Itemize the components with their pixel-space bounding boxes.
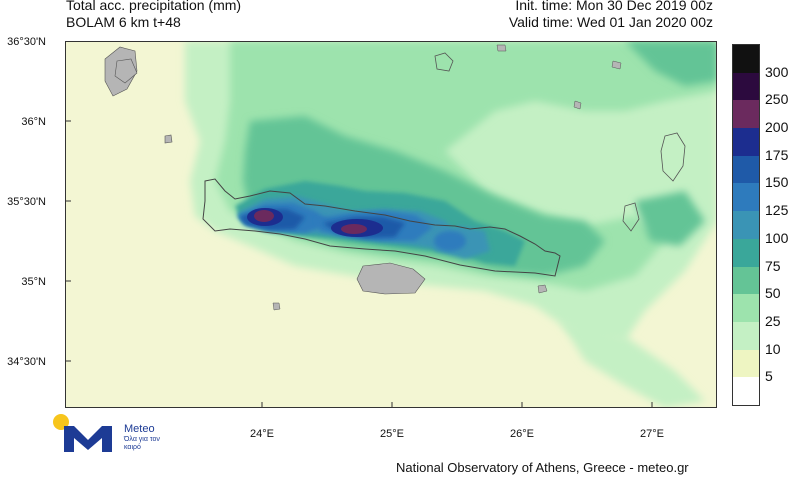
precip-max-west — [254, 210, 274, 222]
land-karpathos — [622, 202, 640, 232]
lon-label-25: 25°E — [380, 428, 404, 440]
land-crete — [202, 178, 561, 277]
land-crete-south — [356, 262, 426, 295]
colorbar-label: 175 — [765, 146, 789, 163]
colorbar-segment — [733, 211, 759, 240]
land-islet-5 — [573, 100, 582, 110]
land-islet-2 — [537, 284, 548, 294]
land-santorini — [434, 52, 454, 72]
colorbar-segment — [733, 183, 759, 212]
valid-time: Valid time: Wed 01 Jan 2020 00z — [508, 14, 713, 30]
colorbar-segment — [733, 100, 759, 129]
precipitation-map — [65, 41, 717, 408]
colorbar-segment — [733, 377, 759, 406]
land-rhodes — [660, 132, 686, 182]
colorbar-label: 150 — [765, 174, 789, 191]
land-kythira — [114, 58, 138, 84]
colorbar — [732, 44, 760, 406]
map-title: Total acc. precipitation (mm) — [66, 0, 242, 13]
lat-label-3500: 35°N — [21, 276, 46, 288]
colorbar-label: 125 — [765, 202, 789, 219]
colorbar-label: 10 — [765, 340, 781, 357]
logo-name: Meteo — [124, 423, 155, 435]
colorbar-segment — [733, 72, 759, 101]
colorbar-label: 25 — [765, 312, 781, 329]
lat-label-3430: 34°30'N — [7, 356, 46, 368]
colorbar-segment — [733, 294, 759, 323]
precip-band-125-c — [434, 231, 466, 251]
precip-max-central — [341, 224, 367, 234]
map-ticks — [65, 41, 653, 408]
land-islet-3 — [496, 44, 507, 52]
model-subtitle: BOLAM 6 km t+48 — [66, 14, 181, 30]
credit-text: National Observatory of Athens, Greece -… — [396, 460, 689, 475]
precip-band-50-ne — [625, 41, 717, 86]
init-time: Init. time: Mon 30 Dec 2019 00z — [515, 0, 713, 13]
map-frame — [65, 41, 717, 408]
land-islet-4 — [611, 60, 622, 70]
colorbar-segment — [733, 155, 759, 184]
colorbar-segment — [733, 266, 759, 295]
colorbar-segment — [733, 238, 759, 268]
lat-label-3530: 35°30'N — [7, 196, 46, 208]
meteo-logo — [53, 414, 112, 452]
precip-band-10-lobe — [560, 321, 705, 408]
lon-label-24: 24°E — [250, 428, 274, 440]
colorbar-segment — [733, 45, 759, 74]
colorbar-label: 100 — [765, 229, 789, 246]
land-antikythira — [164, 134, 173, 144]
colorbar-label: 5 — [765, 368, 773, 385]
precip-band-50-e — [635, 191, 705, 246]
lon-label-26: 26°E — [510, 428, 534, 440]
colorbar-label: 250 — [765, 91, 789, 108]
colorbar-segment — [733, 349, 759, 378]
land-islet-1 — [272, 302, 281, 311]
colorbar-label: 300 — [765, 63, 789, 80]
lon-label-27: 27°E — [640, 428, 664, 440]
lat-label-3600: 36°N — [21, 116, 46, 128]
logo-tagline: Όλα για τον καιρό — [124, 436, 160, 451]
colorbar-label: 200 — [765, 119, 789, 136]
colorbar-segment — [733, 128, 759, 157]
lat-label-3630: 36°30'N — [7, 36, 46, 48]
colorbar-label: 50 — [765, 285, 781, 302]
colorbar-label: 75 — [765, 257, 781, 274]
colorbar-segment — [733, 321, 759, 351]
